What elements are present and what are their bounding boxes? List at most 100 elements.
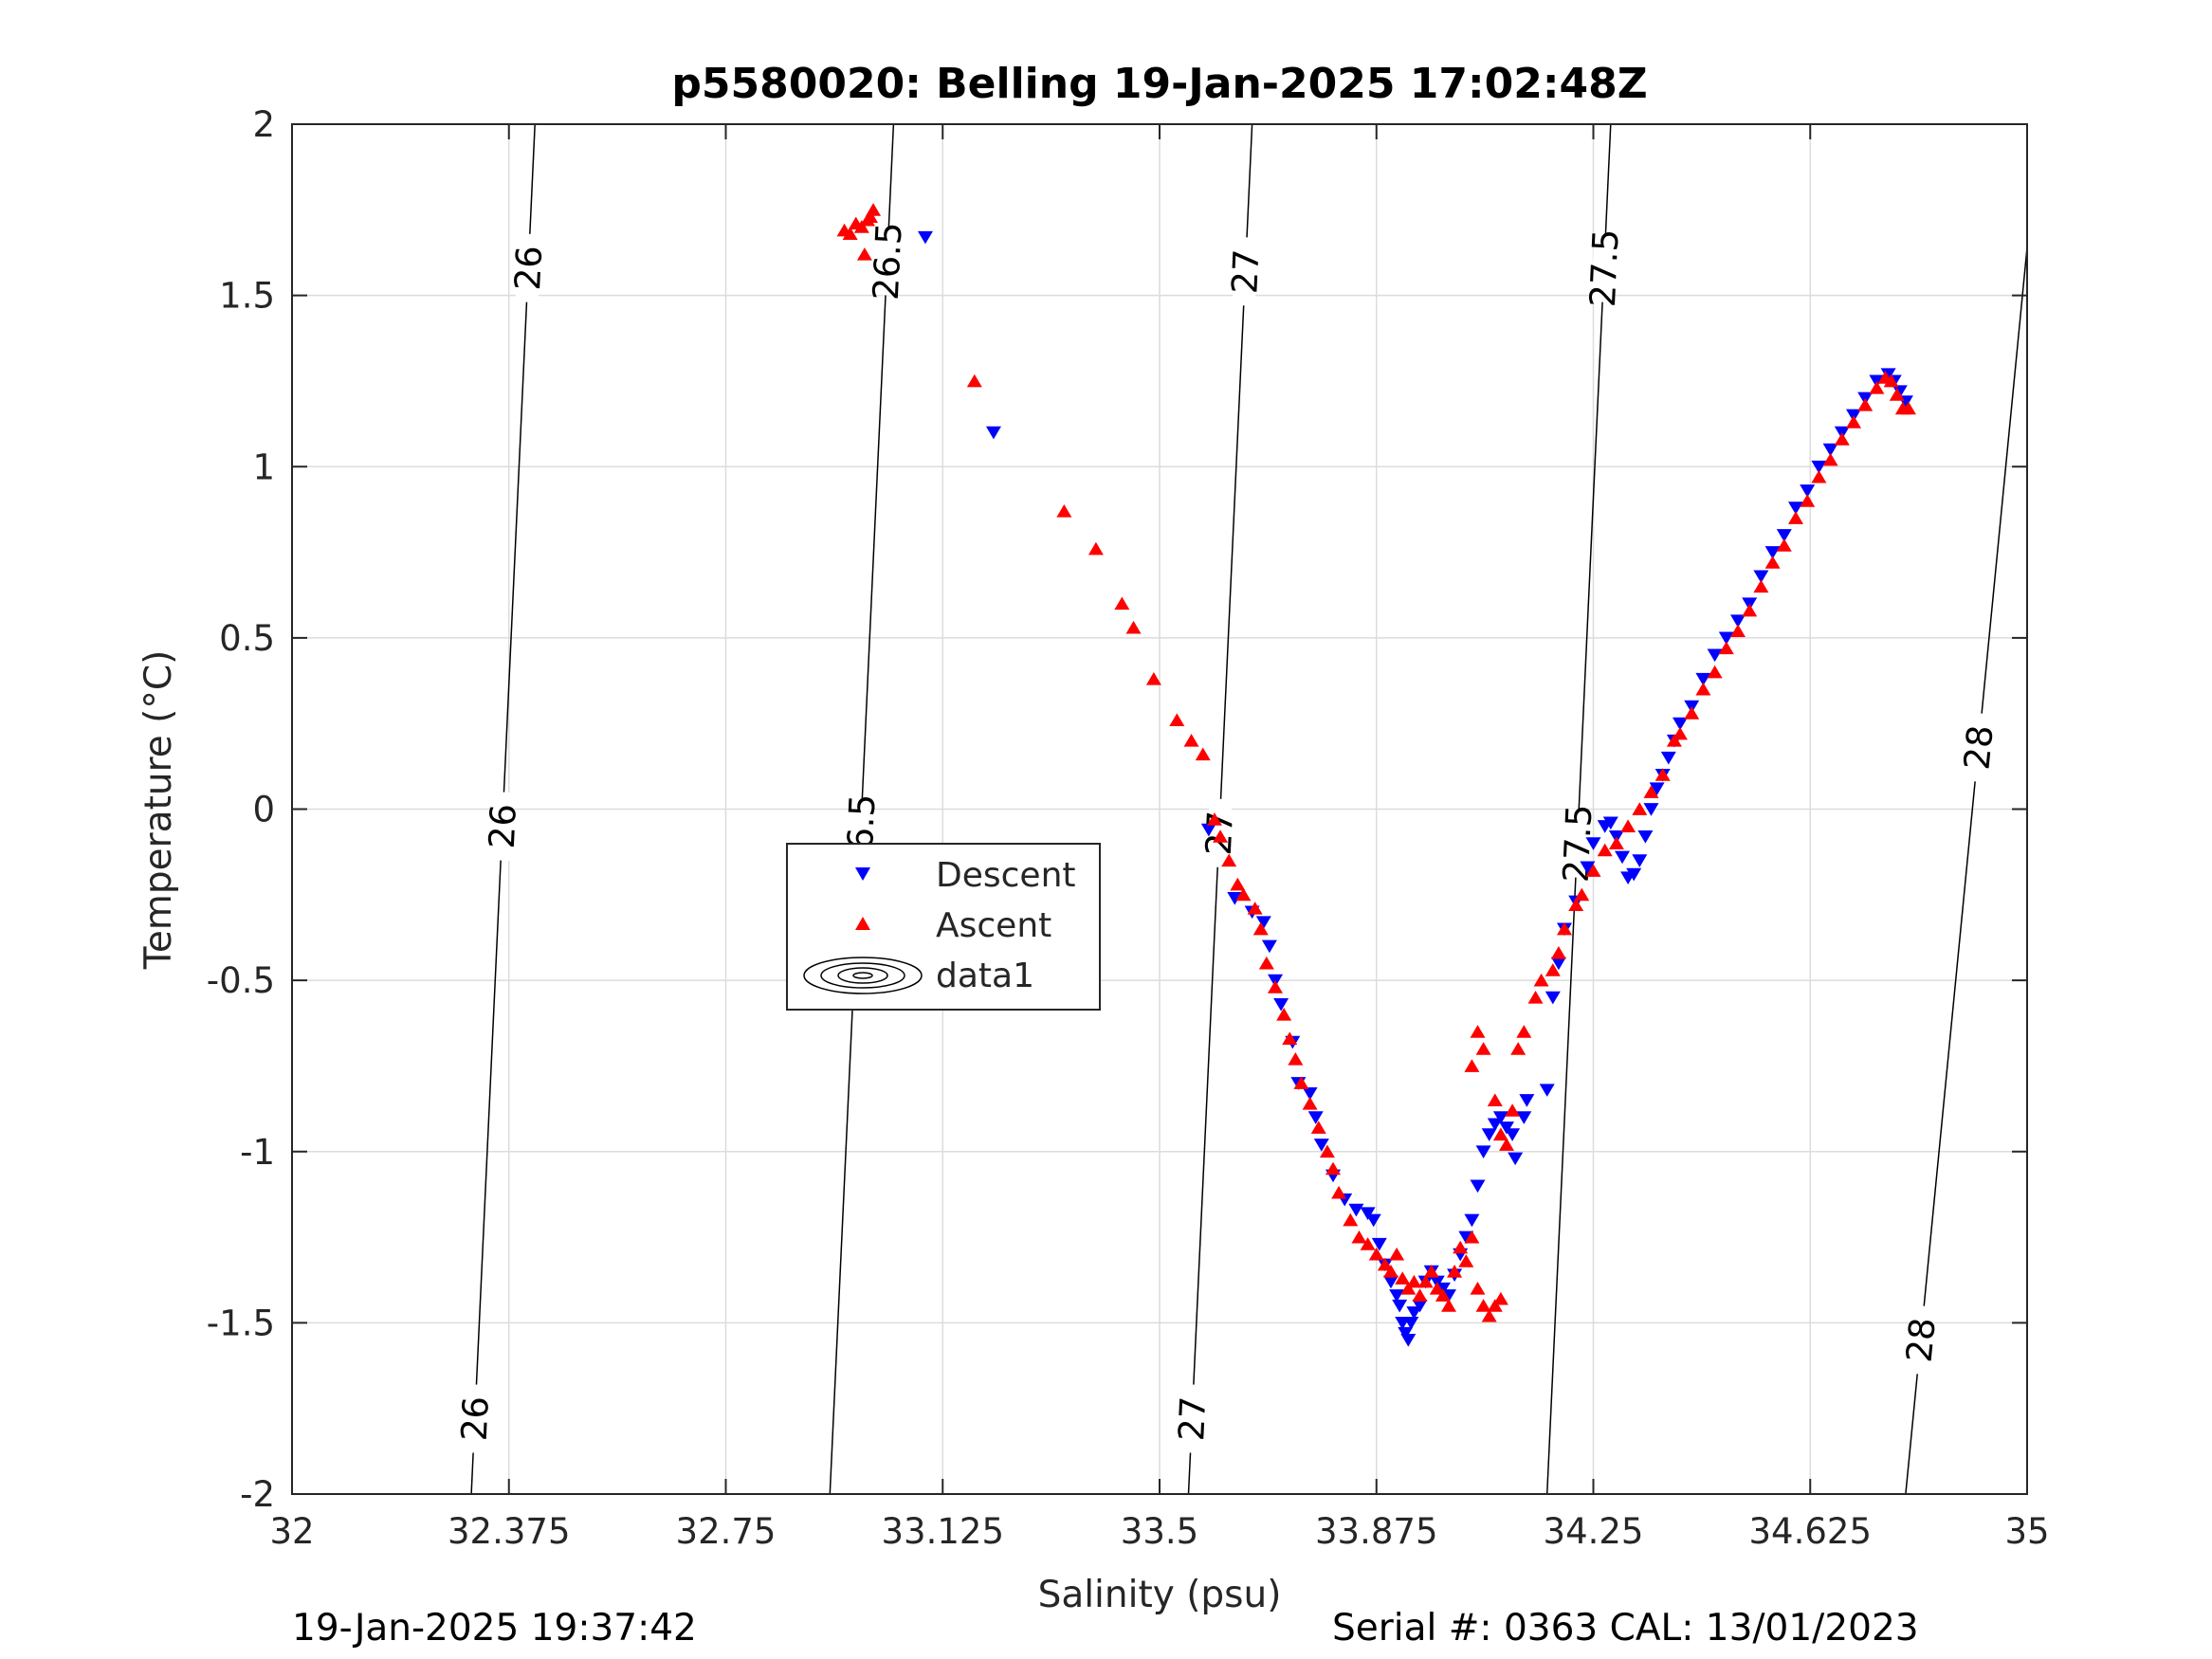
ascent-point (1453, 1240, 1469, 1254)
y-tick-label: -1 (240, 1132, 275, 1173)
chart-title: p5580020: Belling 19-Jan-2025 17:02:48Z (671, 60, 1647, 108)
descent-point (1348, 1203, 1364, 1217)
descent-point (985, 426, 1001, 440)
y-tick-label: -2 (240, 1474, 275, 1515)
ascent-point (1206, 812, 1222, 826)
ascent-point (1252, 921, 1269, 936)
ascent-point (1331, 1185, 1347, 1199)
ascent-point (1325, 1161, 1341, 1176)
ascent-point (1395, 1271, 1411, 1285)
ascent-point (1125, 620, 1142, 634)
ascent-point (1475, 1299, 1491, 1312)
ascent-point (1499, 1138, 1514, 1151)
ascent-point (1776, 538, 1792, 552)
ascent-point (1492, 1291, 1508, 1305)
ascent-point (1505, 1103, 1521, 1117)
ascent-point (1406, 1274, 1422, 1288)
ascent-point (1516, 1025, 1532, 1038)
ascent-point (1282, 1031, 1298, 1045)
descent-point (1673, 717, 1688, 731)
descent-point (1800, 484, 1816, 498)
y-tick-label: 0.5 (219, 618, 275, 659)
descent-point (1764, 546, 1781, 559)
ascent-point (1368, 1247, 1384, 1261)
descent-point (1516, 1111, 1532, 1124)
ascent-point (1585, 864, 1601, 877)
ascent-point (1487, 1299, 1503, 1312)
ascent-point (1464, 1059, 1480, 1072)
descent-point (1632, 854, 1648, 867)
ascent-point (1481, 1308, 1497, 1322)
y-tick-label: 0 (252, 790, 275, 830)
ascent-point (1268, 980, 1283, 994)
y-tick-label: -0.5 (207, 960, 275, 1001)
ascent-point (1429, 1282, 1445, 1295)
descent-point (1545, 991, 1561, 1005)
ascent-point (1360, 1237, 1376, 1250)
ascent-point (1695, 682, 1711, 696)
ascent-point (1351, 1230, 1367, 1244)
x-tick-label: 33.125 (882, 1511, 1004, 1552)
descent-point (1519, 1094, 1535, 1107)
descent-point (1398, 1326, 1414, 1340)
ascent-point (1900, 401, 1916, 415)
ascent-point (1221, 853, 1237, 867)
ascent-point (866, 203, 882, 216)
ascent-point (1383, 1264, 1398, 1278)
footer-timestamp: 19-Jan-2025 19:37:42 (292, 1607, 697, 1650)
ascent-point (1643, 785, 1659, 798)
ascent-point (1666, 734, 1682, 747)
descent-point (1718, 631, 1734, 646)
descent-point (1464, 1213, 1480, 1228)
legend-ascent-marker (855, 917, 870, 930)
descent-point (1313, 1139, 1329, 1152)
legend-descent-label: Descent (936, 856, 1076, 895)
descent-point (1475, 1145, 1491, 1158)
ascent-point (1800, 494, 1816, 507)
ascent-point (1458, 1254, 1474, 1267)
descent-point (1626, 867, 1642, 882)
ascent-point (1447, 1264, 1463, 1278)
descent-point (1470, 1179, 1486, 1194)
x-axis-ticks: 32 32.375 32.75 33.125 33.5 33.875 34.25 34.625… (269, 124, 2050, 1552)
ascent-point (842, 227, 858, 240)
descent-point (1660, 751, 1676, 765)
x-tick-label: 32 (269, 1511, 314, 1552)
isopycnal-label-bg (1964, 712, 1994, 783)
descent-point (1505, 1128, 1521, 1141)
ascent-point (1464, 1230, 1480, 1244)
legend-box (786, 843, 1101, 1011)
isopycnal-line (1545, 123, 1612, 1495)
descent-point (1880, 368, 1896, 381)
x-tick-label: 35 (2004, 1511, 2049, 1552)
footer-serial-cal: Serial #: 0363 CAL: 13/01/2023 (1332, 1607, 1919, 1650)
ascent-point (1389, 1247, 1405, 1261)
y-tick-label: 1.5 (219, 276, 275, 317)
x-tick-label: 34.25 (1544, 1511, 1644, 1552)
x-tick-label: 34.625 (1749, 1511, 1872, 1552)
ascent-point (1293, 1076, 1309, 1089)
descent-point (1481, 1128, 1497, 1141)
ascent-point (1654, 768, 1671, 781)
ascent-point (1258, 956, 1274, 970)
descent-point (1307, 1111, 1324, 1124)
x-tick-label: 32.75 (676, 1511, 777, 1552)
y-tick-label: -1.5 (207, 1303, 275, 1343)
descent-point (1707, 648, 1723, 663)
x-axis-label: Salinity (psu) (1038, 1574, 1282, 1616)
descent-point (1360, 1207, 1376, 1220)
descent-series (917, 230, 1913, 1347)
descent-point (1637, 830, 1654, 844)
x-tick-label: 32.375 (448, 1511, 570, 1552)
descent-point (1227, 892, 1243, 905)
isopycnal-label-bg (515, 233, 541, 303)
isopycnal-label: 27.5 (1582, 228, 1627, 308)
descent-point (1200, 823, 1216, 837)
descent-point (1585, 837, 1601, 850)
ascent-point (1811, 469, 1827, 483)
descent-point (1255, 916, 1271, 929)
ascent-point (1088, 541, 1104, 556)
ascent-point (1475, 1042, 1491, 1055)
descent-point (1261, 939, 1277, 954)
ascent-point (1423, 1264, 1439, 1278)
